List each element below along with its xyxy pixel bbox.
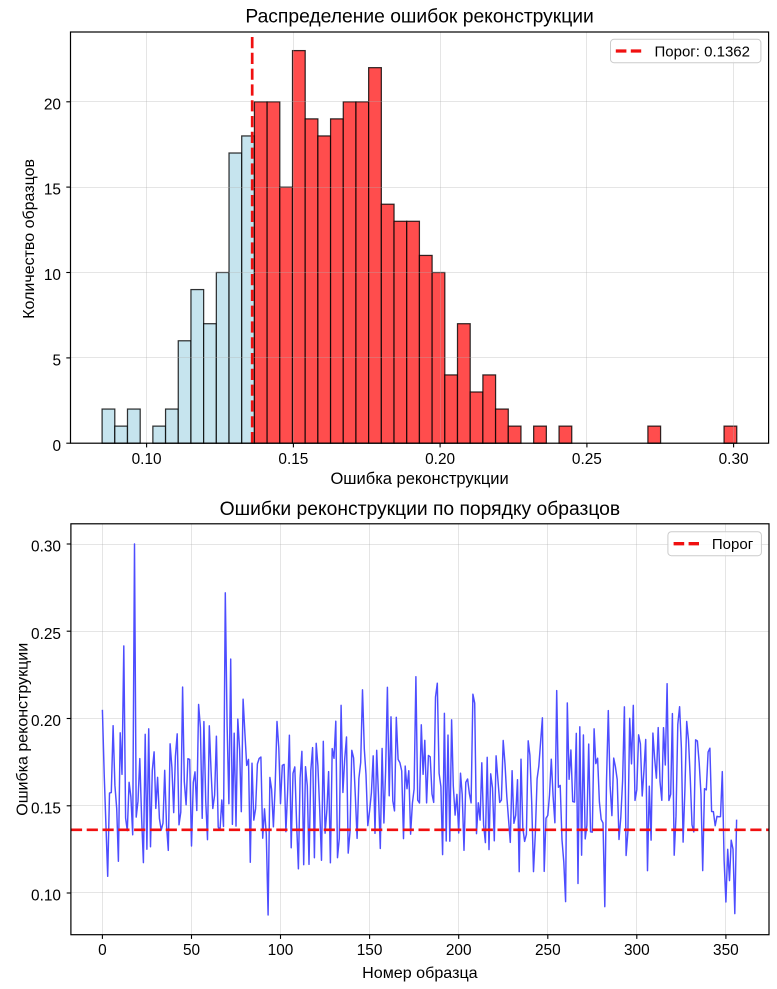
svg-text:0.20: 0.20 [31, 713, 61, 730]
svg-text:0.20: 0.20 [425, 451, 455, 468]
svg-text:200: 200 [446, 942, 472, 959]
svg-text:0.10: 0.10 [132, 451, 162, 468]
svg-text:Ошибка реконструкции: Ошибка реконструкции [15, 643, 32, 816]
svg-text:Порог: Порог [712, 536, 754, 553]
svg-text:5: 5 [52, 353, 61, 370]
svg-text:0: 0 [98, 942, 107, 959]
svg-text:15: 15 [44, 182, 61, 199]
svg-text:0.30: 0.30 [31, 539, 61, 556]
svg-text:0.10: 0.10 [31, 888, 61, 905]
svg-text:100: 100 [268, 942, 294, 959]
svg-text:0.15: 0.15 [31, 800, 61, 817]
svg-text:0.15: 0.15 [278, 451, 308, 468]
svg-text:350: 350 [713, 942, 739, 959]
svg-text:Номер образца: Номер образца [362, 964, 477, 982]
svg-text:0.30: 0.30 [719, 451, 749, 468]
svg-text:250: 250 [535, 942, 561, 959]
svg-text:Порог: 0.1362: Порог: 0.1362 [655, 43, 751, 60]
svg-text:10: 10 [44, 267, 61, 284]
svg-text:0.25: 0.25 [31, 626, 61, 643]
svg-text:0.25: 0.25 [572, 451, 602, 468]
svg-text:Ошибки реконструкции по порядк: Ошибки реконструкции по порядку образцов [220, 499, 620, 520]
svg-text:50: 50 [183, 942, 200, 959]
svg-text:150: 150 [357, 942, 383, 959]
svg-text:300: 300 [624, 942, 650, 959]
svg-text:Ошибка реконструкции: Ошибка реконструкции [330, 470, 508, 488]
svg-text:Распределение ошибок реконстру: Распределение ошибок реконструкции [245, 7, 593, 28]
svg-text:Количество образцов: Количество образцов [21, 159, 38, 319]
svg-text:20: 20 [44, 96, 61, 113]
svg-text:0: 0 [52, 438, 61, 455]
